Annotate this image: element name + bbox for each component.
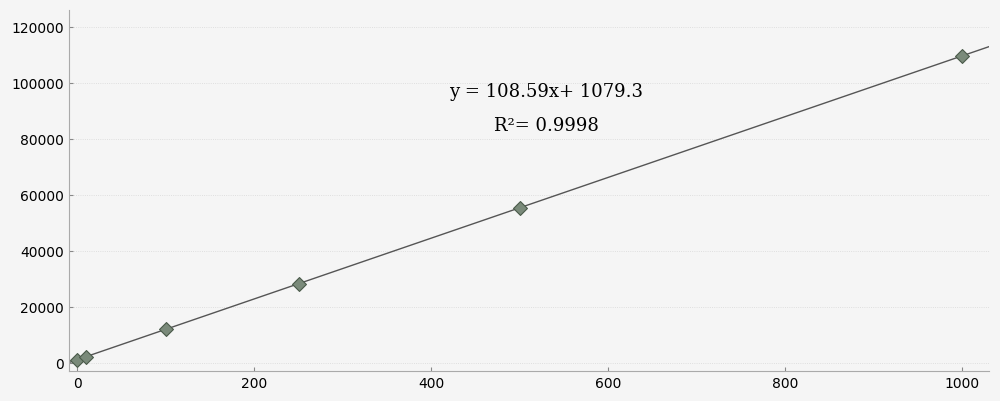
Point xyxy=(291,281,307,287)
Text: y = 108.59x+ 1079.3: y = 108.59x+ 1079.3 xyxy=(449,83,643,101)
Point xyxy=(954,53,970,60)
Point xyxy=(512,205,528,211)
Point xyxy=(78,353,94,360)
Text: R²= 0.9998: R²= 0.9998 xyxy=(494,117,599,134)
Point xyxy=(69,356,85,363)
Point xyxy=(158,326,174,332)
